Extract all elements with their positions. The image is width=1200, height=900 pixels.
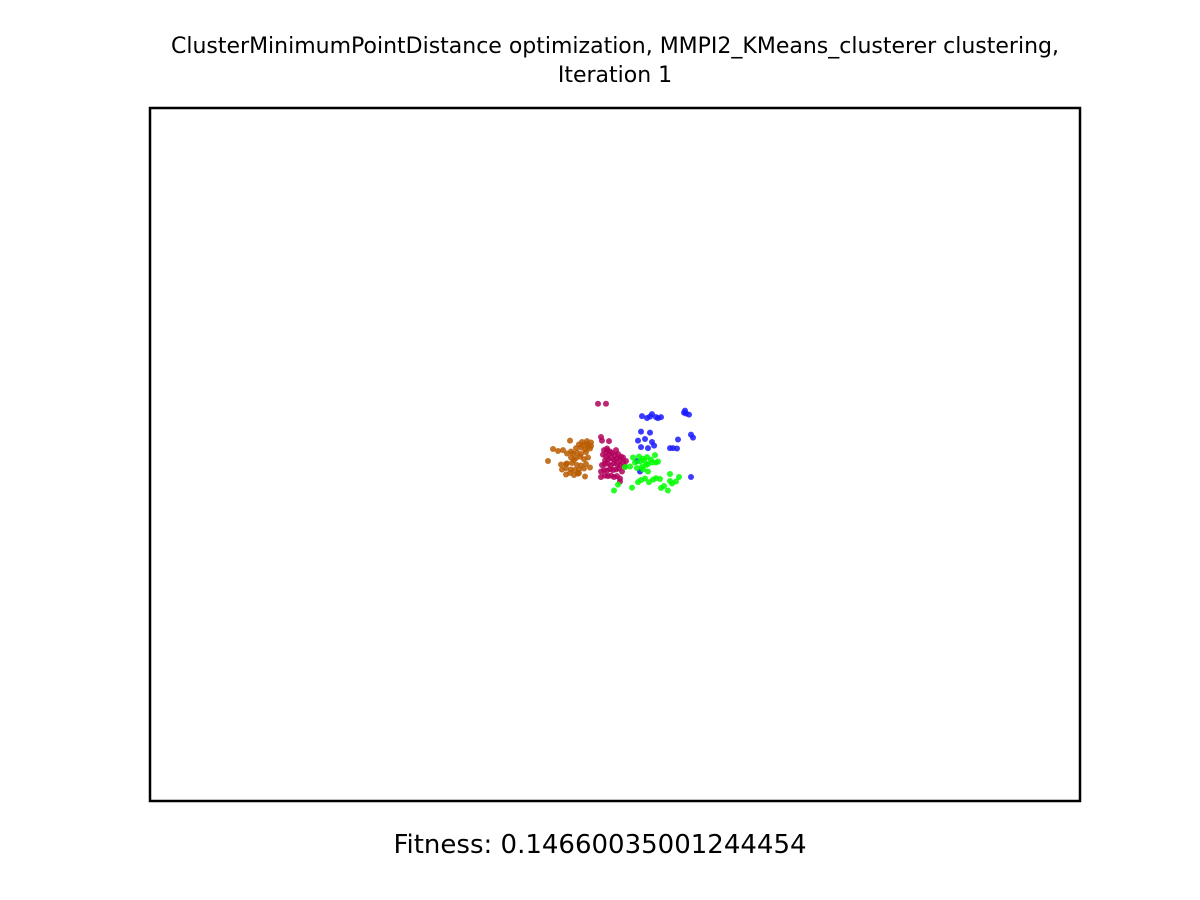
cluster-1-point — [563, 465, 569, 472]
cluster-1-point — [567, 437, 573, 444]
cluster-1-point — [558, 461, 564, 468]
chart-title-line-2: Iteration 1 — [557, 63, 673, 88]
cluster-3-point — [688, 474, 694, 480]
cluster-3-point — [645, 445, 651, 452]
cluster-3-point — [635, 437, 641, 444]
cluster-1-point — [575, 470, 582, 476]
cluster-3-point — [674, 445, 680, 452]
cluster-1-point — [555, 448, 561, 454]
cluster-1-point — [587, 464, 593, 471]
cluster-4-point — [661, 483, 667, 489]
cluster-3-point — [649, 411, 655, 418]
cluster-3-point — [675, 436, 681, 443]
cluster-4-point — [643, 462, 649, 468]
cluster-2-point — [603, 400, 609, 407]
cluster-4-point — [622, 464, 628, 470]
cluster-4-point — [642, 475, 648, 482]
cluster-3-point — [686, 411, 692, 418]
cluster-4-point — [640, 466, 646, 473]
cluster-4-point — [641, 457, 647, 464]
cluster-4-point — [629, 484, 635, 491]
cluster-1-point — [579, 439, 585, 445]
cluster-4-point — [676, 474, 682, 480]
cluster-3-point — [642, 436, 648, 442]
cluster-1-point — [585, 454, 591, 461]
cluster-2-point — [607, 448, 613, 455]
cluster-4-series — [611, 452, 682, 494]
cluster-3-point — [655, 415, 661, 422]
cluster-4-point — [630, 454, 636, 461]
cluster-1-point — [569, 460, 575, 466]
cluster-1-point — [564, 460, 570, 467]
cluster-4-point — [664, 487, 671, 494]
cluster-1-series — [545, 437, 594, 480]
cluster-4-point — [627, 463, 633, 470]
cluster-2-series — [595, 400, 629, 485]
cluster-4-point — [673, 478, 679, 485]
fitness-label: Fitness: 0.14660035001244454 — [393, 830, 807, 860]
cluster-4-point — [645, 468, 651, 475]
cluster-2-point — [619, 468, 625, 475]
cluster-3-point — [644, 415, 650, 421]
cluster-4-point — [655, 458, 661, 465]
cluster-1-point — [585, 443, 591, 450]
cluster-1-point — [583, 461, 589, 467]
cluster-3-point — [690, 434, 696, 441]
cluster-3-point — [639, 413, 645, 420]
cluster-3-series — [634, 407, 696, 480]
points-layer — [545, 400, 696, 494]
cluster-4-point — [634, 465, 640, 472]
cluster-2-point — [595, 400, 601, 407]
cluster-1-point — [560, 447, 566, 454]
cluster-2-point — [618, 453, 624, 460]
cluster-1-point — [582, 473, 588, 480]
cluster-3-point — [638, 428, 644, 435]
cluster-4-point — [667, 471, 673, 477]
cluster-4-point — [652, 452, 658, 459]
cluster-2-point — [623, 458, 629, 464]
cluster-1-point — [578, 451, 584, 457]
cluster-3-point — [651, 442, 658, 449]
cluster-3-point — [647, 429, 653, 436]
cluster-1-point — [550, 446, 556, 452]
cluster-2-point — [606, 438, 612, 445]
cluster-3-point — [638, 444, 644, 451]
cluster-3-point — [681, 409, 687, 416]
cluster-2-point — [599, 437, 605, 444]
cluster-1-point — [545, 458, 551, 464]
cluster-4-point — [611, 487, 617, 494]
plot-frame — [148, 106, 1082, 803]
cluster-4-point — [653, 475, 659, 482]
cluster-4-point — [632, 459, 638, 466]
cluster-1-point — [564, 450, 570, 457]
cluster-2-point — [613, 447, 619, 454]
cluster-1-point — [578, 462, 584, 469]
chart-title-line-1: ClusterMinimumPointDistance optimization… — [170, 34, 1059, 59]
cluster-4-point — [615, 481, 621, 488]
